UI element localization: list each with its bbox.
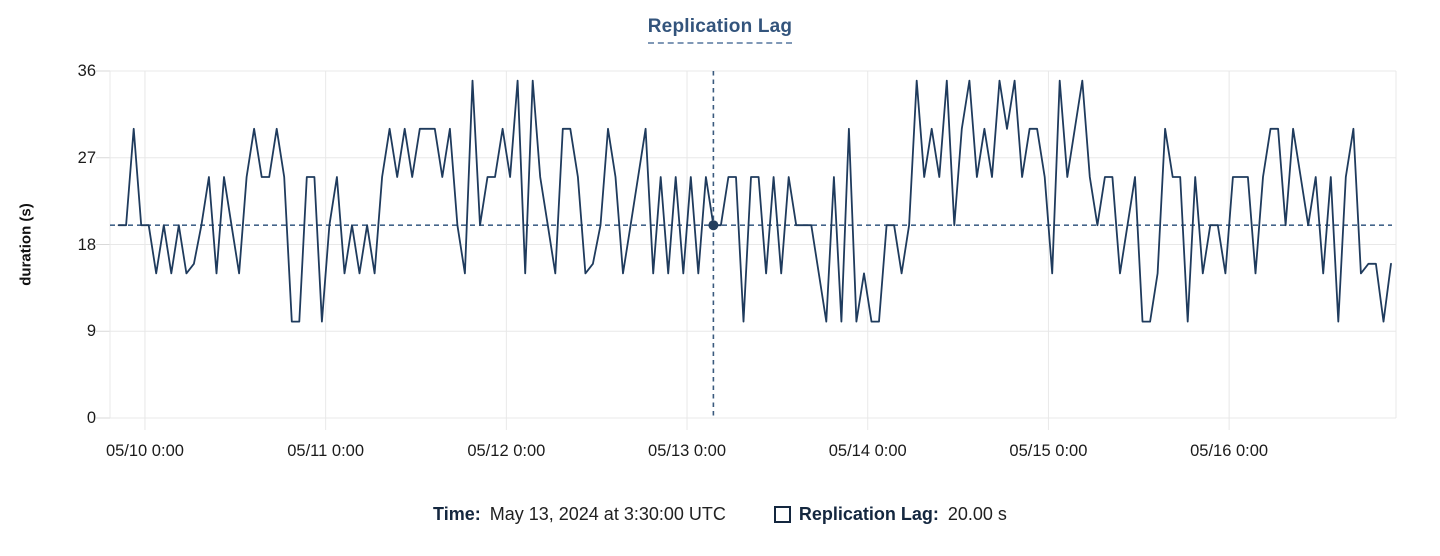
y-tick-label: 36 xyxy=(77,62,96,80)
x-tick-label: 05/10 0:00 xyxy=(105,442,184,460)
tooltip-bar: Time: May 13, 2024 at 3:30:00 UTC Replic… xyxy=(0,504,1440,525)
series-value: 20.00 s xyxy=(947,504,1007,524)
time-label: Time: xyxy=(433,504,481,524)
x-tick-label: 05/12 0:00 xyxy=(467,442,546,460)
chart-title[interactable]: Replication Lag xyxy=(647,16,793,44)
y-axis-ticks: 36 27 18 9 0 xyxy=(26,0,96,556)
series-label: Replication Lag: xyxy=(798,504,939,524)
x-tick-label: 05/16 0:00 xyxy=(1190,442,1269,460)
x-axis-ticks: 05/10 0:00 05/11 0:00 05/12 0:00 05/13 0:00… xyxy=(0,442,1440,466)
x-tick-label: 05/13 0:00 xyxy=(648,442,727,460)
y-tick-label: 18 xyxy=(77,235,96,254)
series-swatch-icon[interactable] xyxy=(773,506,791,523)
replication-lag-line xyxy=(117,79,1392,323)
crosshair-dot xyxy=(708,220,719,231)
y-tick-label: 27 xyxy=(77,148,96,167)
tooltip-series-group: Replication Lag: 20.00 s xyxy=(773,504,1007,525)
y-tick-label: 9 xyxy=(86,322,96,341)
time-value: May 13, 2024 at 3:30:00 UTC xyxy=(489,504,726,524)
x-tick-label: 05/11 0:00 xyxy=(287,442,365,460)
x-tick-label: 05/14 0:00 xyxy=(828,442,907,460)
x-tick-label: 05/15 0:00 xyxy=(1009,442,1088,460)
tooltip-time-group: Time: May 13, 2024 at 3:30:00 UTC xyxy=(433,504,726,525)
chart-header: Replication Lag xyxy=(0,16,1440,44)
y-tick-label: 0 xyxy=(86,409,96,427)
